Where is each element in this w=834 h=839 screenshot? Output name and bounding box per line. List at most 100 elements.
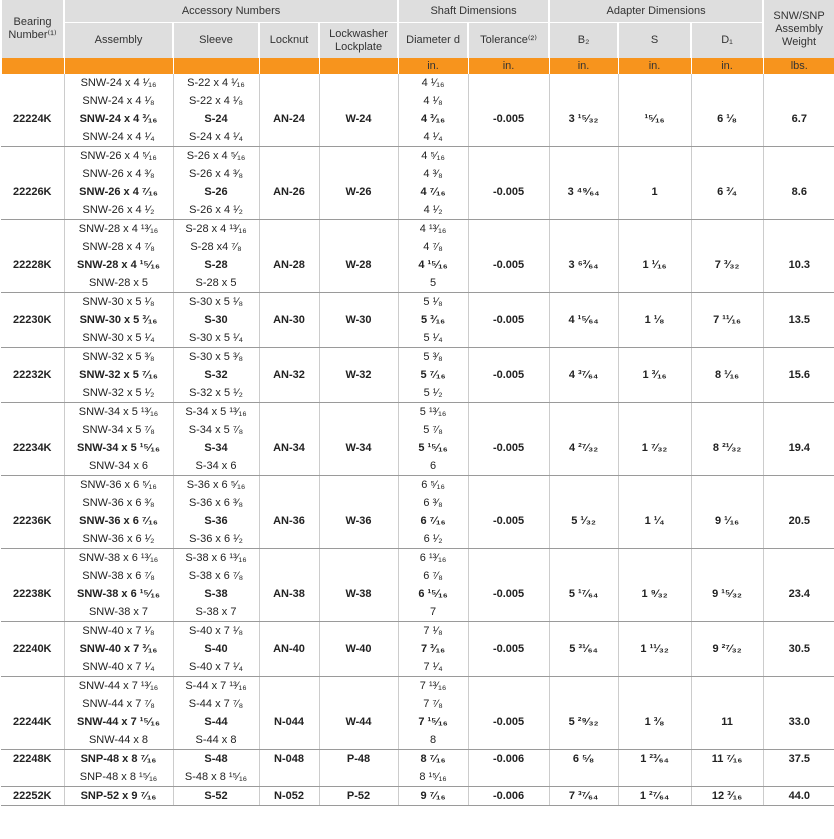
b2 — [548, 695, 619, 713]
weight — [762, 219, 834, 238]
tolerance — [467, 494, 550, 512]
b2 — [548, 421, 619, 439]
b2: 5 ¹⁄₃₂ — [548, 512, 619, 530]
lockwasher — [318, 292, 399, 311]
bearing-number — [1, 403, 64, 422]
weight-header: SNW/SNP Assembly Weight — [762, 0, 834, 58]
lockwasher — [318, 475, 399, 494]
bearing-number: 22252K — [1, 786, 64, 806]
weight — [762, 201, 834, 220]
weight: 44.0 — [762, 786, 834, 806]
sleeve: S-38 — [172, 585, 259, 603]
locknut — [258, 475, 319, 494]
lockwasher: W-40 — [318, 640, 399, 658]
tolerance — [467, 74, 550, 92]
lockwasher: W-36 — [318, 512, 399, 530]
bearing-number — [1, 238, 64, 256]
locknut — [258, 74, 319, 92]
table-row: 22224K SNW-24 x 4 ³⁄₁₆ S-24 AN-24 W-24 4 ³⁄₁₆… — [1, 110, 834, 128]
sleeve: S-44 x 7 ¹³⁄₁₆ — [172, 676, 259, 695]
b2 — [548, 494, 619, 512]
table-row: SNW-34 x 6 S-34 x 6 6 — [1, 457, 834, 476]
unit-label: lbs. — [762, 58, 834, 74]
weight — [762, 494, 834, 512]
locknut — [258, 402, 319, 421]
sleeve: S-48 x 8 ¹⁵⁄₁₆ — [172, 768, 259, 787]
locknut — [258, 658, 319, 677]
assembly: SNP-52 x 9 ⁷⁄₁₆ — [63, 786, 173, 806]
sleeve: S-34 x 5 ¹³⁄₁₆ — [172, 402, 259, 421]
bearing-number: 22232K — [12, 369, 52, 381]
b2: 3 ¹⁵⁄₃₂ — [548, 110, 619, 128]
lockwasher — [318, 603, 399, 622]
b2 — [548, 146, 619, 165]
table-row: SNW-28 x 5 S-28 x 5 5 — [1, 274, 834, 293]
d1: 7 ¹¹⁄₁₆ — [690, 311, 764, 329]
lockwasher: W-28 — [318, 256, 399, 274]
d1 — [690, 402, 764, 421]
s — [617, 128, 692, 147]
assembly: SNW-30 x 5 ¹⁄₈ — [63, 292, 173, 311]
b2 — [548, 402, 619, 421]
diameter: 4 ⁷⁄₁₆ — [397, 183, 469, 201]
assembly: SNW-36 x 6 ⁷⁄₁₆ — [63, 512, 173, 530]
unit-cell — [0, 58, 64, 74]
tolerance — [467, 347, 550, 366]
s: 1 ¹⁄₈ — [617, 311, 692, 329]
diameter: 5 ¹³⁄₁₆ — [397, 402, 469, 421]
assembly: SNW-44 x 7 ¹³⁄₁₆ — [63, 676, 173, 695]
group-header: Accessory Numbers — [62, 0, 400, 23]
tolerance — [467, 658, 550, 677]
bearing-number — [1, 731, 64, 750]
table-row: 22230K SNW-30 x 5 ³⁄₁₆ S-30 AN-30 W-30 5 ³⁄₁₆… — [1, 311, 834, 329]
assembly: SNW-44 x 7 ¹⁵⁄₁₆ — [63, 713, 173, 731]
diameter: 6 ¹³⁄₁₆ — [397, 548, 469, 567]
b2: 5 ²⁹⁄₃₂ — [548, 713, 619, 731]
unit-cell — [63, 58, 173, 74]
d1 — [690, 768, 764, 787]
table-row: 22226K SNW-26 x 4 ⁷⁄₁₆ S-26 AN-26 W-26 4 ⁷⁄₁₆… — [1, 183, 834, 201]
sleeve: S-26 — [172, 183, 259, 201]
sleeve: S-38 x 7 — [172, 603, 259, 622]
column-header: Sleeve — [172, 22, 260, 58]
tolerance — [467, 621, 550, 640]
lockwasher: P-52 — [318, 786, 399, 806]
assembly: SNW-40 x 7 ³⁄₁₆ — [63, 640, 173, 658]
weight — [762, 274, 834, 293]
d1: 9 ¹⁄₁₆ — [690, 512, 764, 530]
table-row: SNW-44 x 8 S-44 x 8 8 — [1, 731, 834, 750]
table-row: SNP-48 x 8 ¹⁵⁄₁₆ S-48 x 8 ¹⁵⁄₁₆ 8 ¹⁵⁄₁₆ — [1, 768, 834, 787]
b2 — [548, 274, 619, 293]
table-row: SNW-32 x 5 ³⁄₈ S-30 x 5 ³⁄₈ 5 ³⁄₈ — [1, 347, 834, 366]
s — [617, 768, 692, 787]
lockwasher — [318, 768, 399, 787]
d1 — [690, 421, 764, 439]
assembly: SNW-34 x 6 — [63, 457, 173, 476]
lockwasher — [318, 201, 399, 220]
diameter: 6 ¹⁵⁄₁₆ — [397, 585, 469, 603]
bearing-number — [1, 329, 64, 348]
weight — [762, 457, 834, 476]
assembly: SNW-24 x 4 ¹⁄₄ — [63, 128, 173, 147]
weight — [762, 731, 834, 750]
b2 — [548, 603, 619, 622]
d1 — [690, 658, 764, 677]
lockwasher — [318, 384, 399, 403]
diameter: 7 ¹³⁄₁₆ — [397, 676, 469, 695]
tolerance — [467, 128, 550, 147]
locknut: AN-40 — [258, 640, 319, 658]
bearing-number — [1, 128, 64, 147]
sleeve: S-22 x 4 ¹⁄₈ — [172, 92, 259, 110]
locknut — [258, 548, 319, 567]
assembly: SNW-44 x 8 — [63, 731, 173, 750]
locknut — [258, 238, 319, 256]
tolerance: -0.005 — [467, 256, 550, 274]
weight — [762, 146, 834, 165]
lockwasher — [318, 658, 399, 677]
lockwasher — [318, 146, 399, 165]
weight — [762, 676, 834, 695]
column-header: Diameter d — [397, 22, 470, 58]
sleeve: S-36 x 6 ³⁄₈ — [172, 494, 259, 512]
locknut: AN-32 — [258, 366, 319, 384]
lockwasher — [318, 676, 399, 695]
